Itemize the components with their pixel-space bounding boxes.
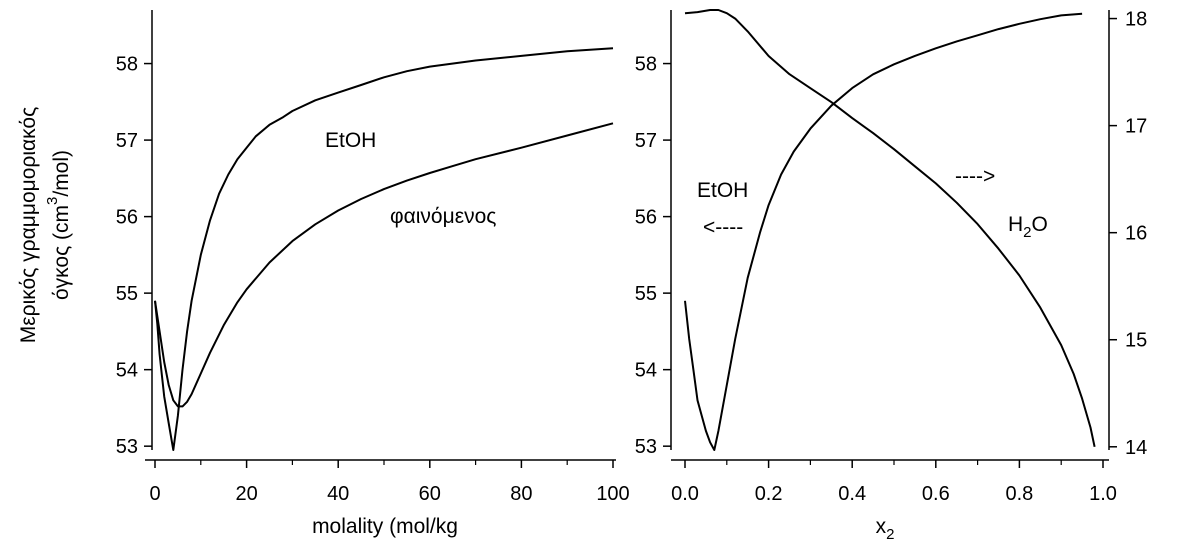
left-y-tick-label: 57 — [116, 130, 138, 152]
left-x-tick-label: 100 — [596, 483, 629, 505]
right-panel-x-axis-label-main: x — [876, 515, 887, 538]
annotation-apparent: φαινόμενος — [390, 205, 496, 228]
annotation-etoh-right: EtOH — [697, 179, 748, 202]
annotation-right-arrow: ----> — [955, 165, 995, 188]
right-panel-left-y-tick-label: 56 — [635, 207, 657, 229]
left-y-tick-label: 53 — [116, 436, 138, 458]
right-series-line-1 — [684, 12, 1083, 451]
annotation-h2o-end: O — [1032, 213, 1048, 236]
left-panel-x-ticks: 0 20 40 60 80 100 — [149, 460, 630, 505]
left-panel-x-axis-label: molality (mol/kg — [312, 515, 458, 538]
right-panel-x-axis-label-subscript: 2 — [886, 526, 894, 543]
y-axis-label-pre: όγκος (cm — [50, 205, 73, 300]
annotation-h2o-subscript: 2 — [1023, 224, 1031, 241]
y-axis-label-line2: όγκος (cm3/mol) — [44, 150, 73, 300]
right-panel-left-y-tick-label: 55 — [635, 283, 657, 305]
annotation-left-arrow: <---- — [703, 216, 743, 239]
left-x-tick-label: 80 — [510, 483, 532, 505]
right-x-tick-label: 0.6 — [922, 483, 950, 505]
left-x-tick-label: 40 — [327, 483, 349, 505]
right-series-line-2 — [684, 9, 1096, 448]
right-x-tick-label: 1.0 — [1089, 483, 1117, 505]
right-x-tick-label: 0.8 — [1005, 483, 1033, 505]
right-panel-right-y-tick-label: 15 — [1125, 330, 1147, 352]
right-panel-x-ticks: 0.0 0.2 0.4 0.6 0.8 1.0 — [671, 460, 1117, 505]
left-x-tick-label: 60 — [419, 483, 441, 505]
right-panel-left-y-ticks: 53 54 55 56 57 58 — [635, 54, 671, 458]
right-x-tick-label: 0.0 — [671, 483, 699, 505]
left-y-tick-label: 54 — [116, 360, 138, 382]
annotation-h2o-main: H — [1008, 213, 1023, 236]
annotation-etoh-left: EtOH — [325, 129, 376, 152]
annotation-h2o: H2O — [1008, 213, 1048, 241]
right-panel-right-y-tick-label: 18 — [1125, 9, 1147, 31]
y-axis-label: Μερικός γραμμομοριακός όγκος (cm3/mol) — [17, 107, 73, 343]
right-panel-series — [684, 9, 1096, 451]
left-panel-y-ticks: 53 54 55 56 57 58 — [116, 54, 152, 458]
left-panel: 53 54 55 56 57 58 0 20 40 60 80 100 EtOH φαινόμενο… — [116, 10, 630, 538]
right-panel: 53 54 55 56 57 58 14 15 16 17 18 0.0 0.2 0.4 0.6 0.8 1… — [635, 9, 1148, 543]
right-panel-left-y-tick-label: 54 — [635, 360, 657, 382]
right-x-tick-label: 0.4 — [838, 483, 866, 505]
right-panel-right-y-ticks: 14 15 16 17 18 — [1109, 9, 1147, 459]
right-panel-x-axis-label: x2 — [876, 515, 895, 543]
right-x-tick-label: 0.2 — [755, 483, 783, 505]
left-x-tick-label: 0 — [149, 483, 160, 505]
y-axis-label-post: /mol) — [50, 150, 73, 197]
left-y-tick-label: 55 — [116, 283, 138, 305]
left-y-tick-label: 56 — [116, 207, 138, 229]
right-panel-right-y-tick-label: 17 — [1125, 116, 1147, 138]
right-panel-right-y-tick-label: 14 — [1125, 437, 1147, 459]
y-axis-label-line1: Μερικός γραμμομοριακός — [17, 107, 40, 343]
right-panel-left-y-tick-label: 57 — [635, 130, 657, 152]
left-x-tick-label: 20 — [235, 483, 257, 505]
y-axis-label-superscript: 3 — [44, 197, 61, 205]
left-y-tick-label: 58 — [116, 54, 138, 76]
right-panel-right-y-tick-label: 16 — [1125, 223, 1147, 245]
left-panel-series — [154, 47, 614, 451]
left-series-line-2 — [154, 122, 614, 408]
right-panel-left-y-tick-label: 53 — [635, 436, 657, 458]
right-panel-left-y-tick-label: 58 — [635, 54, 657, 76]
left-series-line-1 — [154, 47, 614, 451]
